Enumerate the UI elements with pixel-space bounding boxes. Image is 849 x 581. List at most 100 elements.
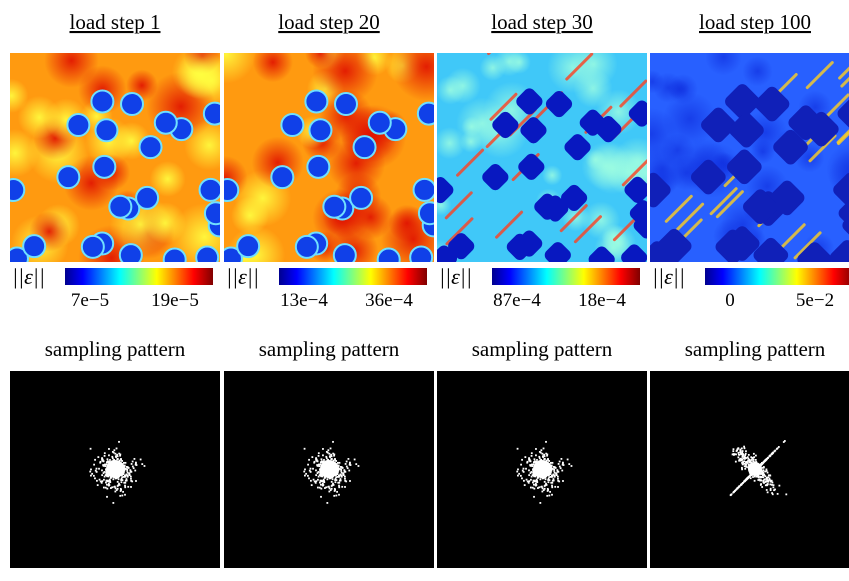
sample-point: [771, 483, 773, 486]
sampling-label: sampling pattern: [472, 337, 613, 361]
sample-point: [529, 472, 532, 474]
sample-point: [521, 469, 524, 472]
sample-point: [122, 473, 125, 476]
sample-point: [782, 441, 785, 443]
sample-point: [126, 475, 129, 477]
sample-point: [534, 480, 537, 483]
sample-point: [743, 462, 746, 465]
sample-point: [304, 468, 306, 471]
sample-point: [336, 471, 339, 474]
sample-point: [116, 485, 119, 487]
sample-point: [106, 458, 109, 461]
inclusion: [482, 164, 509, 191]
sample-point: [545, 440, 547, 443]
sample-point: [570, 465, 573, 467]
inclusion: [788, 105, 824, 141]
sample-point: [329, 456, 331, 458]
sample-point: [97, 456, 100, 458]
sample-point: [139, 458, 142, 461]
sample-point: [771, 493, 774, 496]
sample-point: [123, 461, 125, 464]
sample-point: [129, 475, 132, 478]
sample-point: [334, 488, 337, 491]
inclusion: [624, 176, 647, 203]
sample-point: [736, 487, 739, 490]
sample-point: [553, 475, 556, 477]
sample-point: [337, 469, 340, 472]
sample-point: [335, 494, 338, 497]
sample-point: [321, 484, 324, 487]
sample-point: [740, 453, 743, 456]
sample-point: [551, 461, 554, 464]
sample-point: [755, 461, 758, 463]
sample-point: [530, 478, 532, 481]
sample-point: [308, 469, 311, 472]
panel-title: load step 1: [70, 10, 161, 34]
streak: [805, 61, 834, 90]
sample-point: [743, 480, 746, 482]
hot-spot: [17, 95, 61, 139]
sample-point: [531, 486, 534, 489]
inclusion: [650, 172, 671, 208]
sample-point: [746, 477, 749, 480]
sample-point: [738, 458, 741, 461]
sample-point: [123, 469, 126, 472]
sample-point: [317, 478, 319, 481]
sample-point: [540, 458, 543, 461]
sample-point: [319, 463, 322, 466]
inclusion: [437, 176, 454, 204]
sample-point: [103, 475, 106, 478]
sample-point: [733, 453, 736, 456]
inclusion: [334, 92, 359, 117]
sample-point: [531, 474, 534, 477]
sample-point: [558, 480, 561, 483]
sample-point: [566, 458, 569, 461]
sample-point: [747, 466, 749, 469]
sample-point: [316, 486, 319, 489]
sample-point: [111, 455, 114, 458]
sample-point: [767, 479, 770, 482]
sample-point: [328, 490, 331, 493]
sample-point: [753, 475, 756, 478]
sample-point: [337, 464, 340, 467]
sample-point: [783, 440, 786, 442]
streak: [676, 202, 705, 231]
sample-point: [543, 458, 546, 461]
sample-point: [340, 475, 343, 477]
inclusion: [308, 118, 333, 143]
sample-point: [114, 490, 117, 493]
sample-point: [536, 459, 538, 461]
sample-point: [102, 460, 105, 463]
inclusion: [520, 117, 547, 144]
sample-point: [333, 454, 335, 457]
sample-point: [325, 457, 328, 460]
sample-point: [96, 479, 98, 482]
sample-point: [745, 457, 748, 459]
sample-point: [343, 469, 346, 472]
sample-point: [335, 460, 338, 462]
sample-point: [119, 453, 122, 456]
sample-point: [92, 474, 95, 477]
spot: [750, 139, 776, 164]
sample-point: [324, 487, 326, 489]
sample-point: [557, 479, 560, 482]
sample-point: [319, 483, 322, 486]
sample-point: [101, 458, 104, 461]
sample-point: [765, 489, 768, 491]
inclusion: [506, 233, 533, 260]
sample-point: [750, 461, 753, 464]
sample-point: [516, 447, 519, 450]
sample-point: [101, 457, 103, 460]
sample-point: [320, 495, 322, 498]
sample-point: [764, 470, 767, 473]
streak: [621, 159, 647, 187]
sample-point: [535, 454, 537, 457]
streak: [840, 76, 849, 88]
sample-point: [109, 459, 111, 461]
hot-spot: [230, 196, 270, 235]
sample-point: [107, 473, 109, 476]
sample-point: [119, 454, 121, 457]
sample-point: [344, 470, 347, 473]
sample-point: [126, 470, 129, 472]
sample-point: [332, 440, 334, 443]
